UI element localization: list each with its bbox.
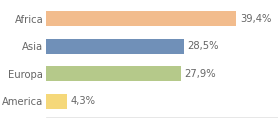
Bar bbox=[46, 94, 67, 109]
Bar bbox=[46, 39, 184, 54]
Text: 39,4%: 39,4% bbox=[240, 14, 272, 24]
Text: 27,9%: 27,9% bbox=[185, 69, 216, 79]
Bar bbox=[46, 11, 236, 26]
Text: 4,3%: 4,3% bbox=[71, 96, 96, 106]
Text: 28,5%: 28,5% bbox=[188, 41, 219, 51]
Bar bbox=[46, 66, 181, 81]
